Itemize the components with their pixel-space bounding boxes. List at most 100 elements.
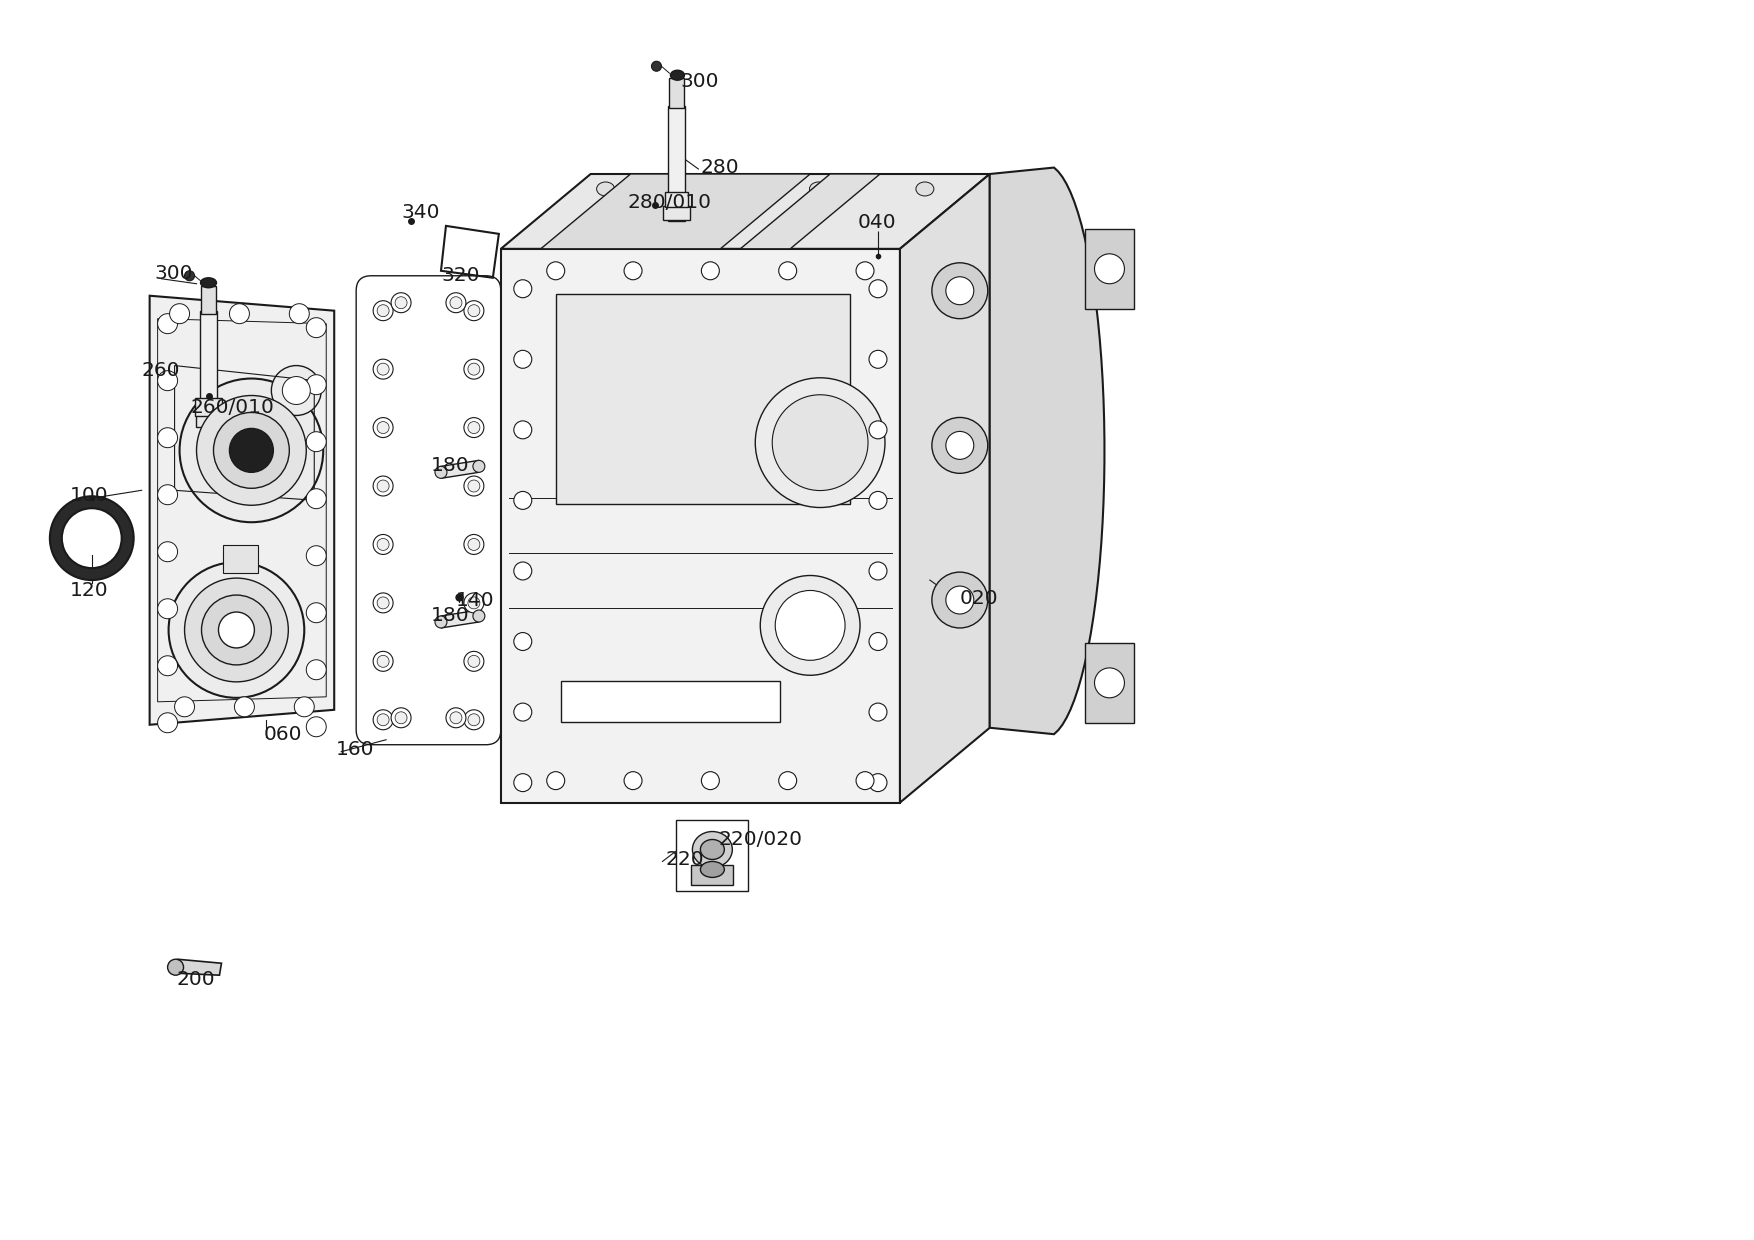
Bar	[195, 398, 223, 417]
Polygon shape	[149, 295, 335, 724]
Text: 220: 220	[665, 849, 703, 869]
Ellipse shape	[307, 546, 326, 565]
Ellipse shape	[451, 712, 461, 724]
Ellipse shape	[856, 771, 873, 790]
Ellipse shape	[377, 714, 389, 725]
Ellipse shape	[272, 366, 321, 415]
Ellipse shape	[219, 613, 254, 649]
Ellipse shape	[700, 862, 724, 878]
Ellipse shape	[868, 562, 888, 580]
Ellipse shape	[307, 374, 326, 394]
Ellipse shape	[463, 651, 484, 671]
Text: 280/010: 280/010	[628, 193, 712, 212]
Ellipse shape	[184, 270, 195, 280]
Polygon shape	[1084, 644, 1135, 723]
Ellipse shape	[868, 703, 888, 720]
Ellipse shape	[395, 712, 407, 724]
Ellipse shape	[514, 351, 531, 368]
Polygon shape	[989, 167, 1105, 734]
Ellipse shape	[1094, 668, 1124, 698]
Text: 020: 020	[959, 589, 998, 608]
Ellipse shape	[230, 304, 249, 324]
Ellipse shape	[179, 378, 323, 522]
Ellipse shape	[474, 460, 484, 472]
Ellipse shape	[391, 293, 410, 312]
Ellipse shape	[158, 371, 177, 391]
Ellipse shape	[307, 603, 326, 622]
Ellipse shape	[374, 418, 393, 438]
Ellipse shape	[377, 305, 389, 316]
Ellipse shape	[158, 656, 177, 676]
Ellipse shape	[395, 296, 407, 309]
Ellipse shape	[289, 304, 309, 324]
Ellipse shape	[468, 656, 481, 667]
Ellipse shape	[377, 422, 389, 434]
Ellipse shape	[775, 590, 845, 661]
Polygon shape	[502, 174, 989, 249]
Ellipse shape	[374, 476, 393, 496]
Ellipse shape	[374, 301, 393, 321]
Text: 280: 280	[700, 157, 738, 176]
Ellipse shape	[451, 296, 461, 309]
Bar	[668, 107, 686, 221]
Ellipse shape	[468, 480, 481, 492]
Text: 140: 140	[456, 590, 495, 610]
Ellipse shape	[158, 599, 177, 619]
Ellipse shape	[868, 774, 888, 791]
Ellipse shape	[514, 562, 531, 580]
Ellipse shape	[196, 396, 307, 505]
Bar	[200, 311, 217, 415]
Ellipse shape	[463, 360, 484, 379]
Polygon shape	[170, 960, 221, 975]
Ellipse shape	[514, 774, 531, 791]
Ellipse shape	[945, 277, 973, 305]
Ellipse shape	[435, 616, 447, 627]
Ellipse shape	[307, 489, 326, 508]
Ellipse shape	[702, 262, 719, 280]
Ellipse shape	[868, 280, 888, 298]
Ellipse shape	[463, 534, 484, 554]
Ellipse shape	[624, 771, 642, 790]
Ellipse shape	[468, 596, 481, 609]
Bar	[663, 206, 691, 219]
Text: 180: 180	[431, 456, 470, 475]
Polygon shape	[1084, 229, 1135, 309]
Polygon shape	[502, 249, 900, 802]
Ellipse shape	[214, 413, 289, 489]
Bar	[665, 192, 688, 207]
Bar	[691, 866, 733, 885]
Ellipse shape	[931, 263, 988, 319]
Ellipse shape	[377, 538, 389, 551]
Ellipse shape	[945, 587, 973, 614]
Polygon shape	[440, 610, 479, 627]
Text: 040: 040	[858, 213, 896, 232]
Ellipse shape	[435, 466, 447, 479]
Ellipse shape	[200, 278, 216, 288]
Ellipse shape	[756, 378, 886, 507]
Ellipse shape	[374, 593, 393, 613]
Ellipse shape	[931, 572, 988, 627]
Ellipse shape	[916, 182, 933, 196]
Text: 340: 340	[402, 203, 440, 222]
Ellipse shape	[468, 305, 481, 316]
Ellipse shape	[446, 708, 467, 728]
Ellipse shape	[377, 363, 389, 376]
Ellipse shape	[468, 422, 481, 434]
Polygon shape	[440, 460, 479, 479]
Ellipse shape	[468, 538, 481, 551]
Ellipse shape	[377, 480, 389, 492]
Ellipse shape	[391, 708, 410, 728]
Ellipse shape	[158, 542, 177, 562]
Ellipse shape	[463, 593, 484, 613]
Bar	[561, 681, 781, 722]
Ellipse shape	[282, 377, 310, 404]
Text: 260: 260	[142, 361, 181, 381]
Ellipse shape	[596, 182, 614, 196]
Ellipse shape	[931, 418, 988, 474]
Bar	[677, 820, 749, 892]
Ellipse shape	[514, 280, 531, 298]
Ellipse shape	[670, 71, 684, 81]
Polygon shape	[740, 174, 881, 249]
Ellipse shape	[158, 713, 177, 733]
Ellipse shape	[1094, 254, 1124, 284]
